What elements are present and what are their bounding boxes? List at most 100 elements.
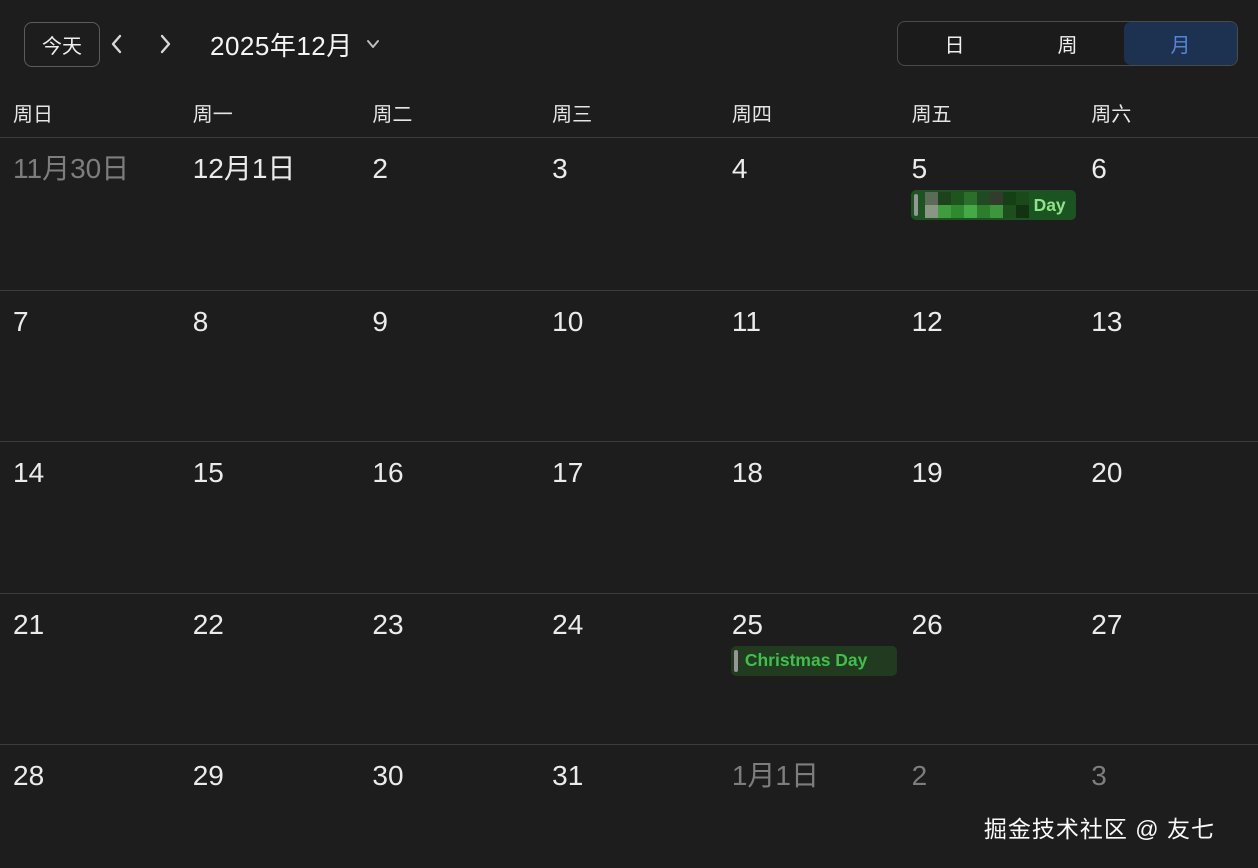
weekday-header: 周二 (372, 104, 413, 126)
event-badge[interactable]: Day (910, 190, 1077, 220)
date-label: 23 (372, 608, 404, 640)
calendar-cell[interactable]: 2 (359, 138, 539, 290)
weekday-header: 周六 (1091, 104, 1132, 126)
calendar-cell[interactable]: 16 (359, 442, 539, 593)
date-label: 3 (1091, 760, 1107, 791)
prev-month-button[interactable] (100, 27, 134, 61)
censor-tile (976, 205, 990, 218)
censored-text-mosaic (924, 192, 1029, 218)
calendar-cell[interactable]: 24 (539, 594, 719, 745)
date-label: 20 (1091, 457, 1123, 488)
date-label: 10 (552, 305, 584, 337)
today-button[interactable]: 今天 (24, 21, 100, 67)
view-option-week[interactable]: 周 (1011, 22, 1124, 65)
calendar-cell[interactable]: 29 (180, 745, 360, 867)
censor-tile (989, 192, 1003, 205)
calendar-cell[interactable]: 14 (0, 442, 180, 593)
date-label: 28 (13, 760, 45, 791)
date-label: 31 (552, 760, 584, 791)
date-label: 16 (372, 457, 404, 488)
calendar-cell[interactable]: 8 (180, 291, 360, 442)
calendar-cell[interactable]: 4 (719, 138, 899, 290)
date-label: 11月30日 (13, 153, 130, 184)
date-label: 22 (192, 608, 224, 640)
censor-tile (963, 205, 977, 218)
calendar-cell[interactable]: 5 Day (899, 138, 1079, 290)
week-row: 11月30日 12月1日 2 3 4 5 Day 6 (0, 138, 1258, 290)
calendar-cell[interactable]: 17 (539, 442, 719, 593)
date-label: 19 (911, 457, 943, 488)
date-label: 13 (1091, 305, 1123, 337)
calendar-cell[interactable]: 11月30日 (0, 138, 180, 290)
date-label: 30 (372, 760, 404, 791)
calendar-cell[interactable]: 21 (0, 594, 180, 745)
calendar-cell[interactable]: 6 (1078, 138, 1258, 290)
date-label: 14 (13, 457, 45, 488)
date-label: 25 (731, 608, 763, 640)
date-label: 15 (192, 457, 224, 488)
calendar-cell[interactable]: 19 (899, 442, 1079, 593)
calendar-cell[interactable]: 3 (539, 138, 719, 290)
month-picker[interactable]: 2025年12月 (210, 26, 381, 63)
weekday-header: 周四 (731, 104, 772, 126)
censor-tile (950, 192, 964, 205)
censor-tile (924, 192, 938, 205)
calendar-cell[interactable]: 3 (1078, 745, 1258, 867)
calendar-cell[interactable]: 12月1日 (180, 138, 360, 290)
event-accent-bar (733, 649, 738, 672)
view-toggle: 日 周 月 (897, 21, 1238, 66)
date-label: 1月1日 (731, 760, 819, 791)
chevron-right-icon (156, 33, 174, 55)
calendar-cell[interactable]: 7 (0, 291, 180, 442)
calendar-cell[interactable]: 2 (899, 745, 1079, 867)
weekday-header: 周一 (192, 104, 233, 126)
date-label: 4 (731, 153, 748, 184)
date-label: 8 (192, 305, 209, 337)
event-label: Christmas Day (744, 650, 868, 670)
calendar-cell[interactable]: 12 (899, 291, 1079, 442)
weekday-header: 周三 (552, 104, 593, 126)
date-label: 3 (552, 153, 568, 184)
censor-tile (1015, 205, 1029, 218)
event-label: Day (1033, 194, 1066, 215)
calendar-cell[interactable]: 10 (539, 291, 719, 442)
week-row: 14 15 16 17 18 19 20 (0, 441, 1258, 593)
date-label: 7 (13, 305, 29, 337)
calendar-cell[interactable]: 27 (1078, 594, 1258, 745)
censor-tile (937, 192, 951, 205)
censor-tile (1002, 192, 1016, 205)
date-label: 12 (911, 305, 943, 337)
date-label: 11 (731, 305, 761, 337)
calendar-cell[interactable]: 13 (1078, 291, 1258, 442)
calendar-cell[interactable]: 22 (180, 594, 360, 745)
calendar-cell[interactable]: 30 (359, 745, 539, 867)
calendar-cell[interactable]: 20 (1078, 442, 1258, 593)
date-label: 9 (372, 305, 388, 337)
week-row: 7 8 9 10 11 12 13 (0, 289, 1258, 442)
weekday-header: 周日 (13, 104, 53, 126)
calendar-cell[interactable]: 26 (899, 594, 1079, 745)
censor-tile (976, 192, 990, 205)
calendar-cell[interactable]: 11 (719, 291, 899, 442)
censor-tile (963, 192, 977, 205)
view-option-month[interactable]: 月 (1124, 22, 1237, 65)
view-option-day[interactable]: 日 (898, 22, 1011, 65)
event-badge[interactable]: Christmas Day (730, 645, 897, 676)
calendar-cell[interactable]: 9 (359, 291, 539, 442)
censor-tile (937, 205, 951, 218)
weekday-header: 周五 (911, 104, 952, 126)
calendar-cell[interactable]: 18 (719, 442, 899, 593)
calendar-cell[interactable]: 31 (539, 745, 719, 867)
censor-tile (1002, 205, 1016, 218)
watermark: 掘金技术社区 @ 友七 (983, 816, 1215, 842)
next-month-button[interactable] (148, 27, 182, 61)
calendar-cell[interactable]: 25 Christmas Day (719, 594, 899, 745)
calendar-cell[interactable]: 28 (0, 745, 180, 867)
censor-tile (950, 205, 964, 218)
calendar-cell[interactable]: 1月1日 (719, 745, 899, 867)
calendar-cell[interactable]: 15 (180, 442, 360, 593)
week-row: 21 22 23 24 25 Christmas Day 26 27 (0, 592, 1258, 745)
calendar-cell[interactable]: 23 (359, 594, 539, 745)
page-title: 2025年12月 (210, 30, 353, 61)
date-label: 29 (192, 760, 224, 791)
